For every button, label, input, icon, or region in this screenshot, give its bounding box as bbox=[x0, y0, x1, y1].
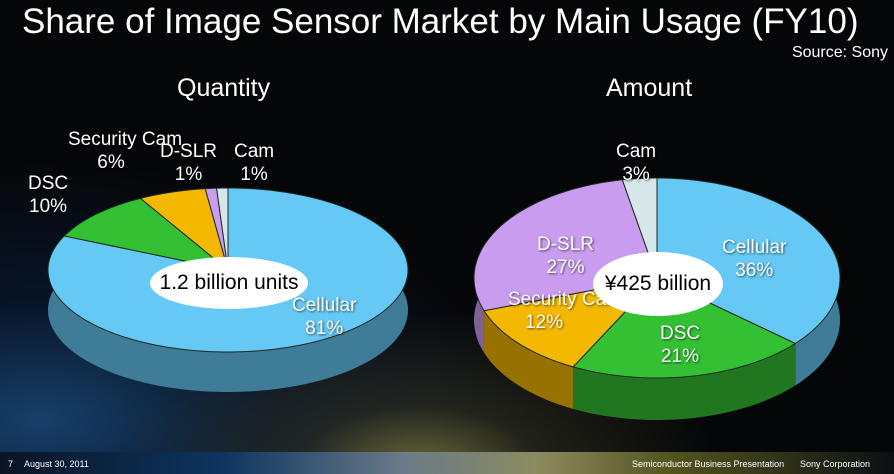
a-center-label: ¥425 billion bbox=[593, 252, 723, 316]
pie0-slice-security-cam bbox=[139, 188, 229, 272]
amount-chart-title: Amount bbox=[606, 74, 693, 102]
q-center-label: 1.2 billion units bbox=[150, 257, 308, 309]
q-label-security-cam: Security Cam 6% bbox=[68, 129, 183, 173]
pie0-slice-dsc bbox=[63, 197, 229, 271]
q-label-dsc: DSC 10% bbox=[28, 173, 69, 217]
a-label-cellular: Cellular 36% bbox=[722, 237, 787, 281]
a-label-security-cam: Security Cam 12% bbox=[508, 289, 623, 333]
page-number: 7 bbox=[8, 459, 14, 469]
a-label-dsc: DSC 21% bbox=[660, 323, 701, 367]
q-label-cellular: Cellular 81% bbox=[292, 295, 357, 339]
footer-company: Sony Corporation bbox=[800, 459, 871, 469]
footer: 7 August 30, 2011 Semiconductor Business… bbox=[0, 452, 894, 474]
pie1-side-dsc bbox=[573, 343, 796, 420]
footer-date: August 30, 2011 bbox=[24, 459, 89, 469]
pie0-slice-cam bbox=[216, 187, 229, 271]
a-label-cam: Cam 3% bbox=[616, 141, 657, 185]
quantity-chart-title: Quantity bbox=[177, 74, 271, 102]
q-label-cam: Cam 1% bbox=[234, 141, 275, 185]
pie1-slice-dsc bbox=[572, 277, 797, 379]
footer-event: Semiconductor Business Presentation bbox=[632, 459, 785, 469]
pie1-slice-cellular bbox=[656, 177, 841, 345]
slide-title: Share of Image Sensor Market by Main Usa… bbox=[22, 2, 859, 41]
source-note: Source: Sony bbox=[791, 44, 888, 61]
a-label-dslr: D-SLR 27% bbox=[537, 234, 595, 278]
q-label-dslr: D-SLR 1% bbox=[160, 141, 218, 185]
